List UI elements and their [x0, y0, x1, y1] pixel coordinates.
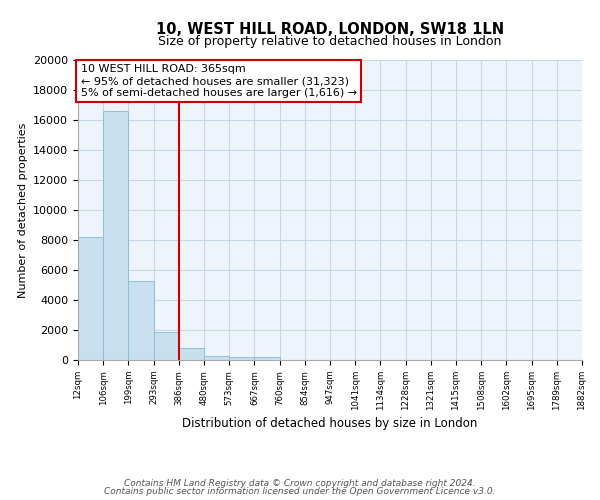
Bar — [78, 237, 103, 360]
Text: 10 WEST HILL ROAD: 365sqm
← 95% of detached houses are smaller (31,323)
5% of se: 10 WEST HILL ROAD: 365sqm ← 95% of detac… — [80, 64, 356, 98]
Text: Contains HM Land Registry data © Crown copyright and database right 2024.: Contains HM Land Registry data © Crown c… — [124, 478, 476, 488]
Bar — [103, 111, 128, 360]
Text: Contains public sector information licensed under the Open Government Licence v3: Contains public sector information licen… — [104, 488, 496, 496]
Bar — [204, 356, 229, 360]
X-axis label: Distribution of detached houses by size in London: Distribution of detached houses by size … — [182, 417, 478, 430]
Bar — [254, 358, 280, 360]
Bar — [154, 332, 179, 360]
Bar — [128, 280, 154, 360]
Bar — [229, 357, 254, 360]
Y-axis label: Number of detached properties: Number of detached properties — [17, 122, 28, 298]
Text: 10, WEST HILL ROAD, LONDON, SW18 1LN: 10, WEST HILL ROAD, LONDON, SW18 1LN — [156, 22, 504, 38]
Text: Size of property relative to detached houses in London: Size of property relative to detached ho… — [158, 35, 502, 48]
Bar — [179, 348, 204, 360]
